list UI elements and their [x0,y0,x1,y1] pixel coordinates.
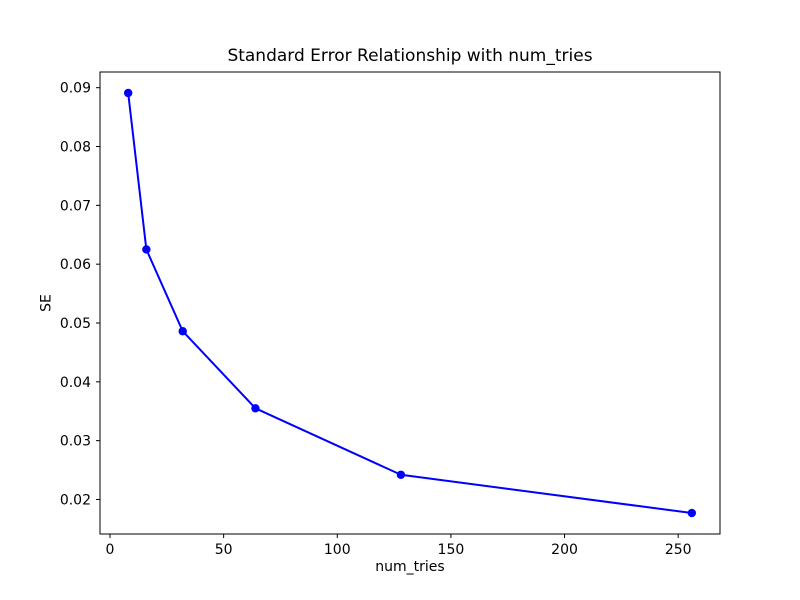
y-tick-label: 0.04 [60,375,91,391]
data-point [142,245,151,254]
y-tick-label: 0.09 [60,81,91,97]
x-tick-label: 0 [106,542,115,558]
data-point [687,508,697,518]
x-tick-label: 200 [551,542,578,558]
data-point [251,404,260,413]
y-tick-label: 0.06 [60,257,91,273]
y-tick-label: 0.03 [60,434,91,450]
x-axis-label: num_tries [375,559,445,575]
data-point [123,88,133,98]
chart-title: Standard Error Relationship with num_tri… [227,46,593,66]
x-tick-label: 50 [215,542,233,558]
data-point [396,470,406,479]
se-line [127,91,693,515]
y-tick-label: 0.07 [60,198,91,214]
x-tick-label: 150 [438,542,465,558]
data-point [178,327,187,336]
y-axis-label: SE [38,294,55,312]
y-tick-label: 0.02 [60,492,91,508]
y-tick-label: 0.08 [60,140,91,156]
y-tick-label: 0.05 [60,316,91,332]
x-tick-label: 250 [665,542,692,558]
x-tick-label: 100 [324,542,351,558]
plot-border [99,71,721,535]
